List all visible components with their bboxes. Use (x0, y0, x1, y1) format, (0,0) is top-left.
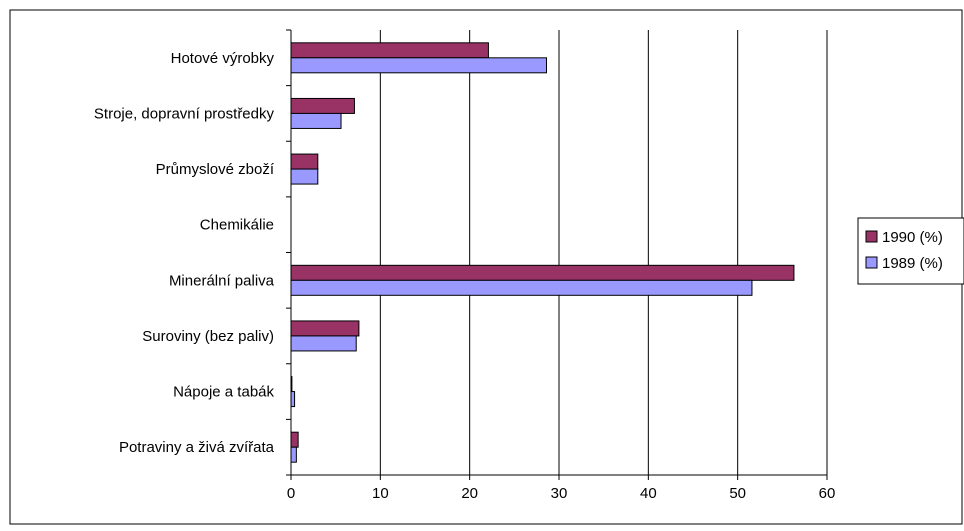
category-label-6: Nápoje a tabák (173, 384, 274, 401)
category-label-1: Stroje, dopravní prostředky (94, 105, 275, 122)
bar-1990-4 (290, 264, 795, 281)
tick-label-x-40: 40 (640, 485, 657, 502)
tick-label-x-0: 0 (287, 485, 295, 502)
bar-1989-0 (290, 57, 547, 74)
category-label-5: Suroviny (bez paliv) (142, 328, 274, 345)
legend-label-1989: 1989 (%) (882, 255, 943, 272)
legend-label-1990: 1990 (%) (882, 229, 943, 246)
bar-1990-2 (290, 153, 319, 170)
category-label-4: Minerální paliva (169, 272, 275, 289)
category-label-2: Průmyslové zboží (156, 161, 275, 178)
legend: 1990 (%) 1989 (%) (857, 217, 964, 285)
gridlines (379, 30, 828, 475)
bar-1989-7 (290, 446, 297, 463)
tick-label-x-20: 20 (461, 485, 478, 502)
bar-1989-5 (290, 335, 357, 352)
axes (286, 29, 828, 480)
tick-label-x-60: 60 (819, 485, 836, 502)
bar-1989-6 (290, 391, 296, 408)
tick-label-x-10: 10 (372, 485, 389, 502)
tick-label-x-30: 30 (551, 485, 568, 502)
bar-1990-1 (290, 97, 355, 114)
legend-box (857, 217, 964, 285)
tick-labels: 0 10 20 30 40 50 60 (287, 485, 836, 502)
bar-1989-4 (290, 279, 753, 296)
bar-1989-2 (290, 168, 319, 185)
category-label-3: Chemikálie (200, 217, 274, 234)
tick-label-x-50: 50 (729, 485, 746, 502)
bar-1990-7 (290, 431, 299, 448)
category-label-7: Potraviny a živá zvířata (119, 439, 275, 456)
category-label-0: Hotové výrobky (171, 50, 275, 67)
legend-swatch-1989 (865, 256, 878, 269)
bar-1989-1 (290, 112, 342, 129)
bar-1990-5 (290, 320, 360, 337)
category-labels: Hotové výrobky Stroje, dopravní prostředk… (94, 50, 275, 456)
bar-1990-0 (290, 42, 489, 59)
legend-swatch-1990 (865, 230, 878, 243)
bars (290, 42, 795, 463)
